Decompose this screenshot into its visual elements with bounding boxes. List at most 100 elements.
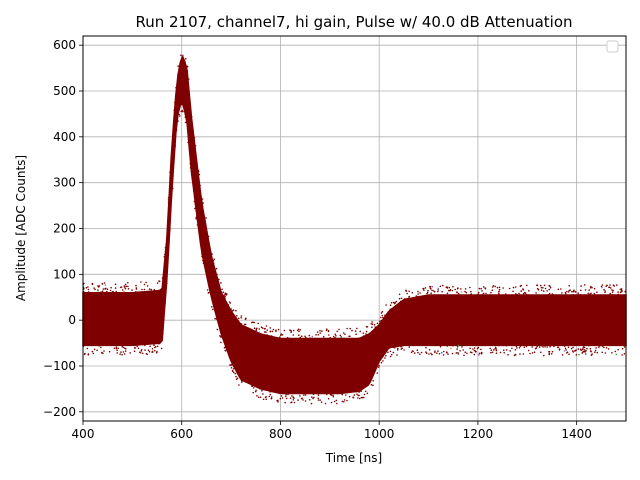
data-point — [596, 291, 598, 294]
data-point — [585, 353, 587, 355]
data-point — [125, 285, 128, 288]
data-point — [582, 347, 584, 349]
data-point — [567, 346, 570, 349]
data-point — [315, 334, 317, 336]
data-point — [495, 352, 498, 355]
data-point — [158, 289, 160, 292]
data-point — [109, 289, 112, 292]
data-point — [356, 393, 358, 395]
data-point — [464, 288, 467, 290]
data-point — [380, 319, 383, 322]
data-point — [505, 344, 508, 347]
data-point — [505, 349, 508, 351]
data-point — [298, 334, 300, 337]
data-point — [548, 353, 551, 356]
data-point — [173, 108, 176, 111]
data-point — [575, 354, 578, 356]
data-point — [609, 284, 611, 286]
data-point — [343, 399, 346, 401]
y-tick-label: 300 — [53, 176, 76, 190]
data-point — [457, 344, 460, 347]
data-point — [135, 284, 137, 287]
data-point — [536, 287, 539, 290]
data-point — [448, 289, 450, 292]
data-point — [512, 290, 514, 293]
data-point — [601, 286, 603, 289]
data-point — [553, 345, 555, 348]
data-point — [240, 323, 243, 325]
data-point — [177, 73, 179, 76]
data-point — [121, 289, 124, 291]
data-point — [551, 350, 554, 353]
data-point — [446, 292, 449, 295]
data-point — [471, 351, 473, 354]
data-point — [413, 352, 416, 354]
data-point — [271, 390, 273, 393]
data-point — [185, 58, 187, 60]
data-point — [311, 335, 314, 338]
data-point — [498, 286, 501, 289]
data-point — [281, 334, 284, 336]
data-point — [610, 287, 612, 289]
data-point — [601, 351, 603, 354]
data-point — [230, 367, 233, 369]
data-point — [548, 351, 550, 353]
data-point — [614, 350, 617, 353]
data-point — [503, 349, 505, 352]
data-point — [129, 352, 131, 354]
data-point — [571, 350, 574, 352]
data-point — [103, 282, 106, 284]
data-point — [377, 366, 380, 369]
data-point — [140, 350, 143, 352]
data-point — [192, 129, 194, 132]
data-point — [587, 294, 590, 296]
data-point — [398, 293, 401, 296]
data-point — [91, 350, 94, 353]
data-point — [112, 290, 114, 293]
data-point — [101, 290, 104, 293]
data-point — [149, 345, 151, 348]
data-point — [304, 400, 307, 402]
data-point — [460, 288, 462, 290]
data-point — [127, 282, 129, 284]
data-point — [319, 329, 321, 332]
data-point — [408, 296, 410, 298]
data-point — [558, 348, 561, 350]
data-point — [582, 350, 585, 353]
data-point — [330, 401, 333, 404]
data-point — [373, 323, 376, 326]
data-point — [590, 354, 593, 357]
data-point — [378, 365, 380, 367]
data-point — [380, 312, 383, 314]
data-point — [222, 294, 225, 297]
data-point — [464, 290, 466, 293]
data-point — [265, 398, 268, 401]
data-point — [499, 351, 502, 354]
data-point — [620, 288, 623, 290]
data-point — [372, 380, 375, 382]
data-point — [596, 351, 599, 354]
data-point — [139, 351, 142, 354]
data-point — [430, 292, 433, 295]
data-point — [110, 286, 112, 289]
data-point — [531, 346, 533, 348]
data-point — [354, 390, 357, 393]
data-point — [380, 316, 382, 319]
data-point — [595, 347, 597, 349]
data-point — [272, 328, 275, 331]
grid — [82, 36, 626, 421]
data-point — [433, 290, 436, 293]
data-point — [169, 176, 171, 179]
data-point — [362, 396, 365, 399]
data-point — [285, 393, 287, 396]
data-point — [457, 353, 460, 355]
data-point — [344, 333, 346, 336]
data-point — [473, 349, 476, 352]
data-point — [577, 348, 580, 350]
data-point — [544, 346, 546, 348]
data-point — [212, 259, 215, 262]
data-point — [447, 353, 449, 355]
data-point — [146, 285, 149, 287]
data-point — [456, 346, 459, 348]
